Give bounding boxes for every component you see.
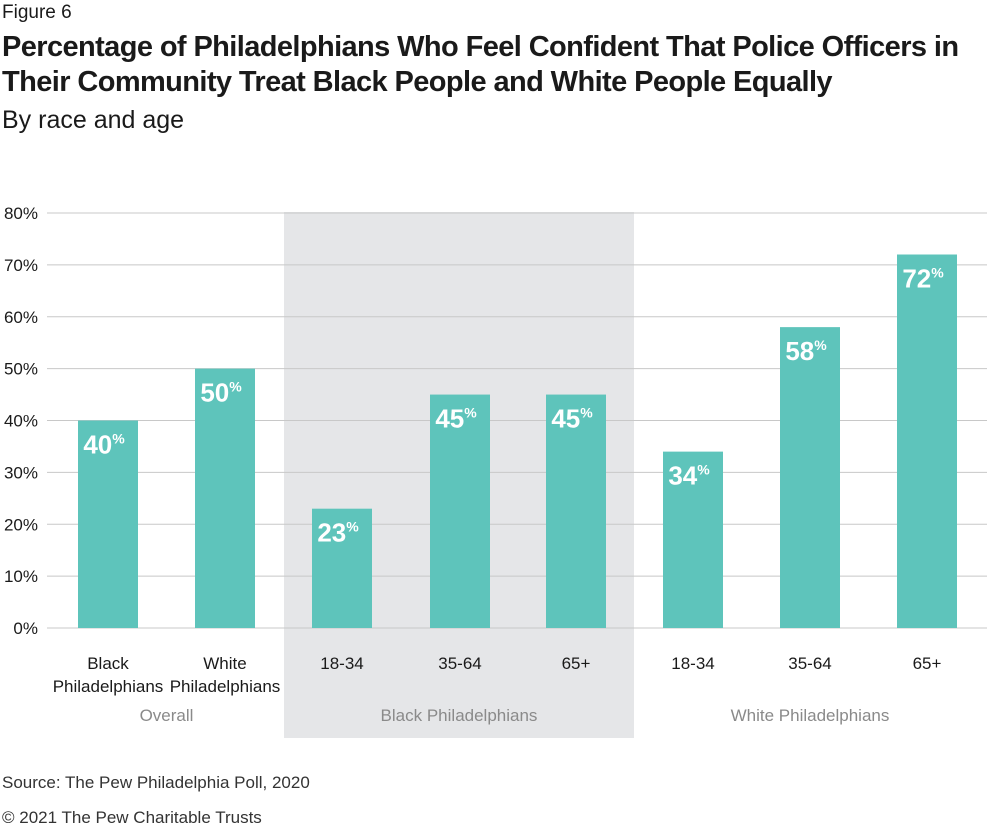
- value-label-suffix: %: [580, 405, 593, 421]
- y-tick-label: 10%: [4, 567, 38, 586]
- value-label-suffix: %: [346, 519, 359, 535]
- bar: [78, 420, 138, 628]
- value-label-suffix: %: [931, 265, 944, 281]
- x-tick-label: Black Philadelphians: [53, 654, 164, 696]
- x-tick-label-line: 35-64: [438, 654, 481, 673]
- value-label-suffix: %: [464, 405, 477, 421]
- bar: [780, 327, 840, 628]
- x-tick-label: 35-64: [438, 654, 481, 673]
- x-tick-label: 18-34: [671, 654, 714, 673]
- chart-subtitle: By race and age: [2, 106, 185, 134]
- x-tick-label-line: 18-34: [671, 654, 714, 673]
- y-tick-label: 60%: [4, 308, 38, 327]
- x-tick-label: 65+: [913, 654, 942, 673]
- y-tick-label: 50%: [4, 360, 38, 379]
- x-tick-label: White Philadelphians: [170, 654, 281, 696]
- bar: [897, 254, 957, 628]
- x-tick-label-line: Philadelphians: [53, 677, 164, 696]
- x-tick-label-line: 35-64: [788, 654, 831, 673]
- y-tick-label: 40%: [4, 412, 38, 431]
- bar: [312, 508, 372, 628]
- y-tick-label: 70%: [4, 256, 38, 275]
- group-label: White Philadelphians: [731, 706, 890, 725]
- value-label-suffix: %: [229, 379, 242, 395]
- x-tick-label-line: Black: [87, 654, 129, 673]
- x-tick-label-line: White: [203, 654, 246, 673]
- x-tick-label-line: Philadelphians: [170, 677, 281, 696]
- value-label-suffix: %: [112, 431, 125, 447]
- source-note: Source: The Pew Philadelphia Poll, 2020: [2, 773, 310, 792]
- x-tick-label-line: 65+: [913, 654, 942, 673]
- x-tick-label-line: 65+: [562, 654, 591, 673]
- group-label: Black Philadelphians: [381, 706, 538, 725]
- figure-label: Figure 6: [2, 2, 72, 23]
- x-tick-label: 65+: [562, 654, 591, 673]
- bar: [195, 368, 255, 628]
- x-tick-label: 35-64: [788, 654, 831, 673]
- x-tick-label: 18-34: [320, 654, 363, 673]
- bar: [430, 394, 490, 628]
- y-tick-label: 30%: [4, 463, 38, 482]
- bar: [663, 451, 723, 628]
- y-tick-label: 0%: [13, 619, 38, 638]
- copyright-note: © 2021 The Pew Charitable Trusts: [2, 808, 262, 827]
- y-tick-label: 80%: [4, 204, 38, 223]
- value-label-suffix: %: [814, 337, 827, 353]
- y-tick-label: 20%: [4, 515, 38, 534]
- bar-chart: 0%10%20%30%40%50%60%70%80%40%50%23%45% 45…: [4, 204, 987, 738]
- bar: [546, 394, 606, 628]
- value-label-suffix: %: [697, 462, 710, 478]
- x-tick-label-line: 18-34: [320, 654, 363, 673]
- chart-title: Percentage of Philadelphians Who Feel Co…: [2, 31, 959, 98]
- group-label: Overall: [140, 706, 194, 725]
